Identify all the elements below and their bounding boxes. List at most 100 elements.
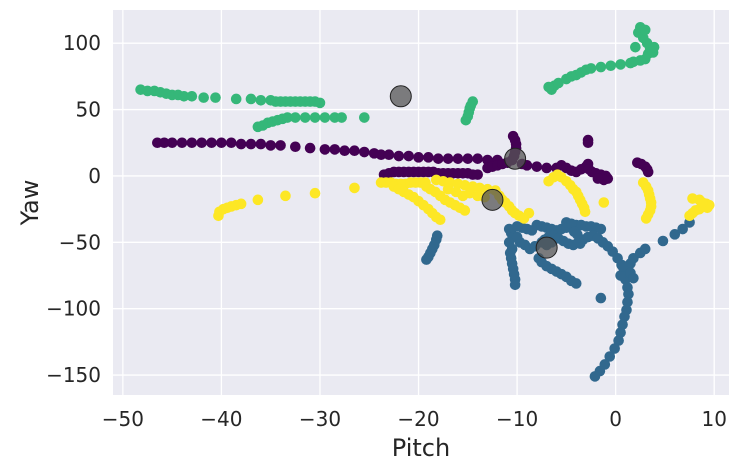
centroid-marker [389,85,412,108]
data-point [639,24,651,36]
data-point [648,41,660,53]
data-point [403,150,414,162]
x-tick-label: −30 [299,407,341,431]
x-axis-label: Pitch [392,434,450,462]
data-point [669,229,681,240]
data-point [299,112,311,123]
data-point [196,137,208,149]
data-point [349,182,360,194]
x-tick-label: −10 [496,407,538,431]
data-point [280,190,291,202]
data-point [198,92,209,103]
data-point [230,93,242,105]
data-point [617,260,628,272]
data-point [697,197,708,208]
data-point [509,279,521,291]
data-point [622,296,633,308]
data-point [511,231,523,243]
centroid-marker [535,236,558,259]
x-tick-label: −20 [397,407,439,431]
data-point [275,140,286,151]
data-point [640,213,652,224]
data-point [604,351,616,362]
data-point [523,207,535,219]
data-point [176,137,188,149]
data-points [135,21,715,382]
data-point [615,327,626,338]
data-point [566,218,577,230]
data-point [336,112,347,123]
data-point [349,145,360,157]
data-point [282,112,293,123]
data-point [210,92,221,103]
data-point [434,214,446,226]
data-point [309,187,321,199]
data-point [615,59,626,70]
data-point [598,197,610,208]
data-point [595,61,607,73]
data-point [462,153,474,164]
y-tick-label: −150 [46,363,101,387]
data-point [206,137,217,149]
x-tick-label: −40 [200,407,242,431]
data-point [595,223,607,235]
data-point [472,153,483,164]
data-point [186,90,198,102]
data-point [216,137,227,149]
data-point [431,230,443,241]
y-tick-label: 0 [88,164,101,188]
data-point [595,292,607,304]
data-point [541,162,552,174]
data-point [304,142,316,154]
data-point [592,173,604,184]
data-point [359,146,370,158]
data-point [393,150,405,162]
data-point [255,138,267,150]
data-point [589,371,601,382]
data-point [178,90,190,102]
data-point [677,223,688,235]
centroid-marker [504,147,527,170]
data-point [571,229,583,240]
data-point [570,278,582,289]
data-point [290,112,301,123]
data-point [452,153,464,164]
y-axis-label: Yaw [16,180,44,227]
data-point [623,288,634,300]
data-point [628,56,639,68]
data-point [657,235,669,247]
data-point [474,182,485,194]
data-point [617,319,628,330]
data-point [225,137,237,149]
data-point [329,144,341,155]
data-point [413,152,424,163]
data-point [319,144,331,155]
data-point [642,166,654,178]
data-point [553,77,564,89]
y-tick-label: −100 [46,297,101,321]
data-point [507,130,519,142]
y-tick-label: −50 [59,230,101,254]
y-tick-label: 50 [76,98,101,122]
data-point [619,311,630,322]
data-point [615,270,626,281]
x-tick-labels: −50 −40 −30 −20 −10 0 10 [102,407,727,431]
data-point [459,205,471,216]
data-point [359,112,370,123]
y-tick-label: 100 [63,31,101,55]
data-point [290,141,301,153]
data-point [585,63,597,74]
data-point [579,206,591,218]
data-point [319,112,331,123]
centroid-markers [389,85,558,259]
data-point [245,93,257,105]
data-point [339,145,350,157]
centroid-marker [481,188,504,211]
data-point [314,97,326,109]
data-point [255,94,267,106]
data-point [423,152,434,163]
data-point [186,137,198,149]
data-point [158,137,170,149]
data-point [605,60,617,72]
